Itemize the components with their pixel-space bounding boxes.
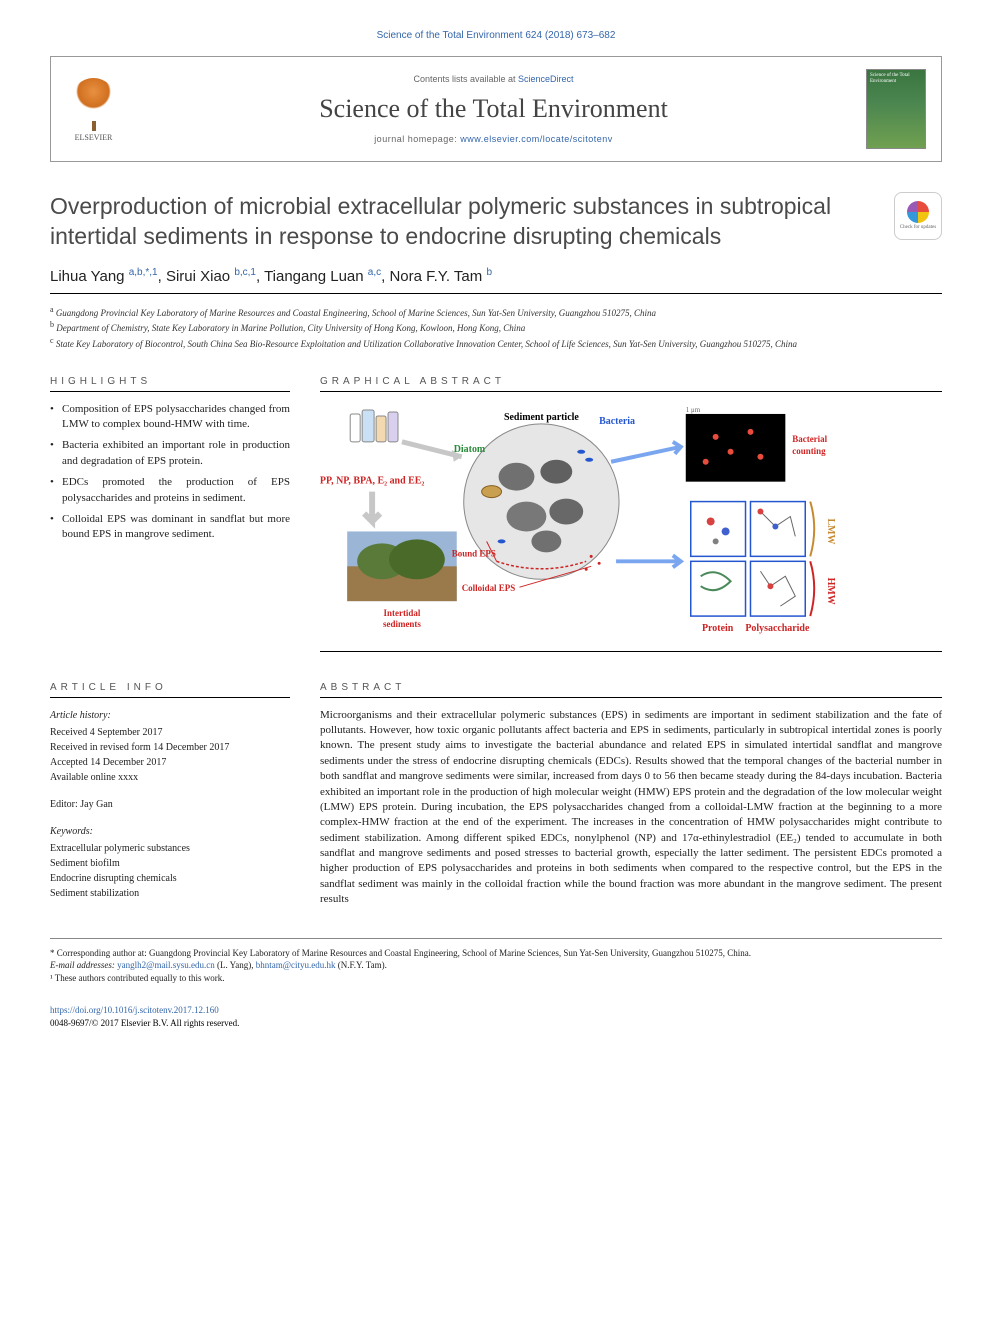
footnote-divider (50, 938, 942, 939)
graphical-abstract: PP, NP, BPA, E₂ and EE₂ Intertidal sedim… (320, 402, 942, 652)
highlight-item: Composition of EPS polysaccharides chang… (50, 402, 290, 433)
keyword-line: Sediment biofilm (50, 856, 290, 871)
publisher-name: ELSEVIER (75, 133, 113, 142)
crossmark-badge[interactable]: Check for updates (894, 192, 942, 240)
issn-copyright: 0048-9697/© 2017 Elsevier B.V. All right… (50, 1018, 239, 1028)
abstract-text: Microorganisms and their extracellular p… (320, 708, 942, 908)
highlights-heading: HIGHLIGHTS (50, 376, 290, 392)
corresponding-author-note: * Corresponding author at: Guangdong Pro… (50, 947, 942, 960)
keyword-line: Endocrine disrupting chemicals (50, 871, 290, 886)
graphical-abstract-heading: GRAPHICAL ABSTRACT (320, 376, 942, 392)
ga-bound-eps-label: Bound EPS (452, 548, 496, 558)
ga-intertidal-label: Intertidal (384, 608, 421, 618)
journal-cover-thumbnail: Science of the Total Environment (866, 69, 926, 149)
running-head: Science of the Total Environment 624 (20… (50, 30, 942, 41)
svg-text:1 μm: 1 μm (686, 406, 701, 414)
crossmark-label: Check for updates (900, 225, 936, 231)
highlight-item: Colloidal EPS was dominant in sandflat b… (50, 512, 290, 543)
highlights-list: Composition of EPS polysaccharides chang… (50, 402, 290, 543)
ga-colloidal-eps-label: Colloidal EPS (462, 583, 516, 593)
doi-block: https://doi.org/10.1016/j.scitotenv.2017… (50, 1004, 942, 1029)
equal-contribution-note: ¹ These authors contributed equally to t… (50, 972, 942, 985)
affiliation-line: a Guangdong Provincial Key Laboratory of… (50, 304, 942, 320)
homepage-line: journal homepage: www.elsevier.com/locat… (136, 134, 851, 144)
article-info: Article history: Received 4 September 20… (50, 708, 290, 901)
cover-text: Science of the Total Environment (870, 73, 922, 84)
doi-link[interactable]: https://doi.org/10.1016/j.scitotenv.2017… (50, 1005, 219, 1015)
keywords-subhead: Keywords: (50, 824, 290, 839)
ga-lmw-label: LMW (825, 518, 836, 544)
journal-name: Science of the Total Environment (136, 94, 851, 124)
ga-hmw-label: HMW (825, 577, 836, 604)
article-title: Overproduction of microbial extracellula… (50, 192, 874, 252)
email-link[interactable]: bhntam@cityu.edu.hk (256, 960, 336, 970)
history-line: Available online xxxx (50, 770, 290, 785)
abstract-heading: ABSTRACT (320, 682, 942, 698)
ga-bacteria-label: Bacteria (599, 415, 635, 426)
ga-chemicals-label: PP, NP, BPA, E₂ and EE₂ (320, 475, 424, 486)
ga-diatom-label: Diatom (454, 443, 486, 454)
email-label: E-mail addresses: (50, 960, 115, 970)
elsevier-tree-icon (71, 78, 116, 123)
keyword-line: Sediment stabilization (50, 886, 290, 901)
article-info-heading: ARTICLE INFO (50, 682, 290, 698)
sciencedirect-link[interactable]: ScienceDirect (518, 74, 574, 84)
history-line: Accepted 14 December 2017 (50, 755, 290, 770)
highlight-item: Bacteria exhibited an important role in … (50, 438, 290, 469)
contents-line: Contents lists available at ScienceDirec… (136, 74, 851, 84)
highlight-item: EDCs promoted the production of EPS poly… (50, 475, 290, 506)
ga-polysaccharide-label: Polysaccharide (745, 623, 810, 634)
crossmark-icon (907, 201, 929, 223)
homepage-link[interactable]: www.elsevier.com/locate/scitotenv (460, 134, 613, 144)
email-line: E-mail addresses: yanglh2@mail.sysu.edu.… (50, 959, 942, 972)
affiliation-line: b Department of Chemistry, State Key Lab… (50, 319, 942, 335)
history-line: Received 4 September 2017 (50, 725, 290, 740)
publisher-logo: ELSEVIER (66, 77, 121, 142)
svg-text:sediments: sediments (383, 619, 421, 629)
ga-protein-label: Protein (702, 623, 734, 634)
ga-bacterial-counting-label: Bacterial (792, 433, 827, 443)
affiliations: a Guangdong Provincial Key Laboratory of… (50, 304, 942, 351)
homepage-prefix: journal homepage: (374, 134, 460, 144)
ga-sediment-label: Sediment particle (504, 411, 579, 422)
history-line: Received in revised form 14 December 201… (50, 740, 290, 755)
contents-prefix: Contents lists available at (413, 74, 518, 84)
editor-label: Editor: (50, 799, 78, 810)
keyword-line: Extracellular polymeric substances (50, 841, 290, 856)
svg-text:counting: counting (792, 445, 826, 455)
editor-name: Jay Gan (80, 799, 113, 810)
affiliation-line: c State Key Laboratory of Biocontrol, So… (50, 335, 942, 351)
footnotes: * Corresponding author at: Guangdong Pro… (50, 947, 942, 985)
author-list: Lihua Yang a,b,*,1, Sirui Xiao b,c,1, Ti… (50, 267, 942, 294)
journal-header: ELSEVIER Contents lists available at Sci… (50, 56, 942, 162)
history-subhead: Article history: (50, 708, 290, 723)
graphical-abstract-svg: PP, NP, BPA, E₂ and EE₂ Intertidal sedim… (320, 402, 942, 636)
email-link[interactable]: yanglh2@mail.sysu.edu.cn (117, 960, 215, 970)
